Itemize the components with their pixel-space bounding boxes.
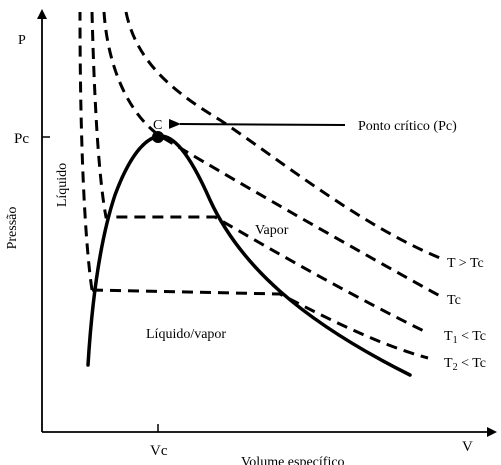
y-axis-title: Pressão xyxy=(5,207,20,250)
isotherm-label-t1: T1 < Tc xyxy=(444,329,486,346)
saturation-dome xyxy=(86,134,412,377)
critical-point-marker xyxy=(152,131,164,143)
isotherm-t-greater-tc xyxy=(124,11,441,260)
pc-tick-label: Pc xyxy=(14,131,29,147)
isotherm-tc xyxy=(102,11,441,298)
isotherm-t1 xyxy=(90,11,429,335)
region-mixture-label: Líquido/vapor xyxy=(146,327,226,342)
critical-point-arrow xyxy=(168,118,346,129)
x-axis-title: Volume específico xyxy=(241,455,345,465)
isotherm-label-t-greater-tc: T > Tc xyxy=(447,256,484,271)
isotherm-label-t2: T2 < Tc xyxy=(444,356,486,373)
isotherm-t2-liquid-branch xyxy=(78,11,94,291)
isotherm-t2 xyxy=(91,288,429,360)
x-axis-letter: V xyxy=(462,439,473,455)
critical-point-letter: C xyxy=(153,118,162,133)
isotherm-label-tc: Tc xyxy=(447,293,461,308)
region-liquid-label: Líquido xyxy=(55,163,70,207)
critical-point-callout: Ponto crítico (Pc) xyxy=(358,119,457,134)
vc-tick-label: Vc xyxy=(150,443,168,459)
y-axis-letter: P xyxy=(18,33,26,48)
region-vapor-label: Vapor xyxy=(255,223,289,238)
